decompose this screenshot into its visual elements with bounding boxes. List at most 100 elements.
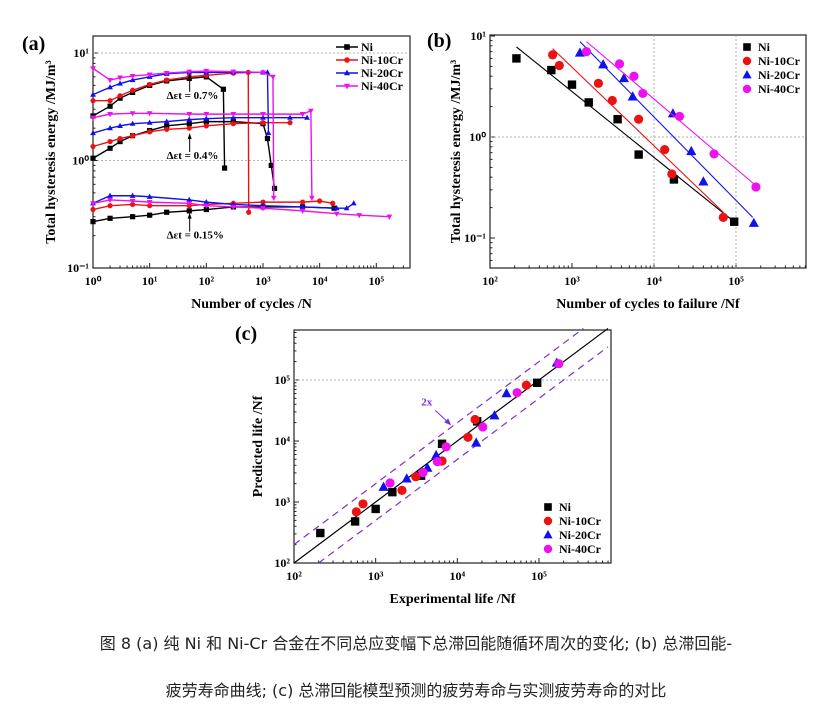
data-point xyxy=(147,203,153,209)
factor-annotation: 2x xyxy=(421,396,433,408)
data-point xyxy=(203,123,209,129)
data-point-ni-40cr xyxy=(581,47,592,57)
data-point xyxy=(90,66,96,72)
x-tick-label: 10⁴ xyxy=(312,274,328,288)
legend-marker xyxy=(544,503,552,511)
data-point xyxy=(186,121,192,127)
x-tick-label: 10⁴ xyxy=(450,569,466,583)
data-point xyxy=(146,72,153,78)
y-tick-label: 10¹ xyxy=(470,29,486,43)
data-point xyxy=(107,215,113,221)
data-point-ni-20cr xyxy=(471,437,482,447)
data-point xyxy=(230,121,236,127)
legend-label: Ni-10Cr xyxy=(559,514,602,528)
data-point-ni xyxy=(669,175,679,184)
data-point-ni xyxy=(437,439,447,448)
data-point xyxy=(107,138,113,145)
data-point-ni-10cr xyxy=(358,499,368,509)
y-tick-label: 10⁻¹ xyxy=(464,231,486,245)
data-point xyxy=(271,185,278,192)
fit-line-ni xyxy=(516,46,733,221)
data-point xyxy=(163,71,170,77)
data-point xyxy=(147,129,153,135)
legend-label: Ni xyxy=(758,40,771,54)
data-point xyxy=(203,115,210,121)
x-tick-label: 10⁵ xyxy=(368,274,384,288)
data-point-ni xyxy=(547,65,556,75)
data-point xyxy=(350,200,357,206)
data-point-ni-10cr xyxy=(548,50,558,60)
data-point xyxy=(264,135,271,142)
data-point xyxy=(356,213,363,219)
annotation-arrowhead xyxy=(187,133,192,140)
legend-label: Ni-40Cr xyxy=(361,79,404,93)
data-point-ni-10cr xyxy=(667,169,677,179)
x-tick-label: 10³ xyxy=(564,274,580,288)
data-point-ni-40cr xyxy=(554,359,564,369)
data-point xyxy=(90,143,96,150)
y-tick-label: 10⁴ xyxy=(274,434,290,448)
data-point xyxy=(163,118,170,124)
legend-marker xyxy=(742,69,752,79)
data-point-ni-20cr xyxy=(574,47,586,57)
data-point xyxy=(107,77,113,84)
annotation-arrowhead xyxy=(187,212,192,219)
data-point-ni-10cr xyxy=(634,114,644,124)
data-point xyxy=(129,198,136,205)
data-point xyxy=(260,199,266,205)
data-point-ni-20cr xyxy=(698,176,709,186)
legend-label: Ni-20Cr xyxy=(758,68,801,82)
data-point xyxy=(146,111,153,117)
x-tick-label: 10⁰ xyxy=(85,274,102,288)
data-point-ni-20cr xyxy=(686,145,697,156)
fit-line-ni-20cr xyxy=(579,41,754,218)
data-point xyxy=(265,129,272,136)
data-point xyxy=(203,112,210,118)
data-point-ni-40cr xyxy=(709,149,719,159)
data-point xyxy=(299,112,306,118)
data-point-ni-40cr xyxy=(629,71,639,81)
data-point xyxy=(130,87,136,93)
x-tick-label: 10³ xyxy=(368,569,384,583)
data-point xyxy=(107,203,113,209)
data-point xyxy=(129,76,136,83)
data-point xyxy=(130,214,136,220)
data-point xyxy=(186,125,192,131)
data-point-ni-40cr xyxy=(432,456,442,467)
legend-marker xyxy=(344,44,350,50)
data-point xyxy=(330,200,336,206)
x-axis-label: Number of cycles to failure /Nf xyxy=(556,297,740,312)
data-point-ni-40cr xyxy=(441,442,451,452)
data-point-ni-10cr xyxy=(607,95,617,106)
y-tick-label: 10⁰ xyxy=(72,154,89,168)
data-point xyxy=(203,119,209,125)
equality-line xyxy=(293,327,609,564)
y-tick-label: 10² xyxy=(274,556,290,570)
data-point xyxy=(203,203,210,209)
data-point xyxy=(260,70,266,76)
data-point xyxy=(221,165,228,171)
data-point xyxy=(260,206,266,212)
panel-b-frame xyxy=(489,34,807,269)
x-tick-label: 10² xyxy=(199,274,215,288)
panel-label: (a) xyxy=(22,33,45,55)
y-tick-label: 10⁻¹ xyxy=(67,261,89,275)
data-point xyxy=(130,133,136,139)
data-point xyxy=(304,114,310,120)
data-point xyxy=(230,69,237,75)
data-point-ni-10cr xyxy=(554,60,564,71)
y-tick-label: 10¹ xyxy=(73,46,89,60)
panel-label: (b) xyxy=(427,30,451,52)
data-point xyxy=(164,209,170,215)
data-point xyxy=(164,77,170,83)
strain-annotation: Δεt = 0.7% xyxy=(167,90,219,102)
data-point xyxy=(129,120,136,126)
data-point-ni-40cr xyxy=(478,422,488,432)
factor-2-band-line xyxy=(318,346,609,564)
series-line-ni-40cr-0.15% xyxy=(92,199,390,218)
data-point-ni-20cr xyxy=(431,449,442,460)
data-point xyxy=(230,204,237,211)
panel-b: 10² 10³ 10⁴ 10⁵ 10⁻¹ 10⁰ 10¹ Number of cycles t… xyxy=(427,29,807,312)
